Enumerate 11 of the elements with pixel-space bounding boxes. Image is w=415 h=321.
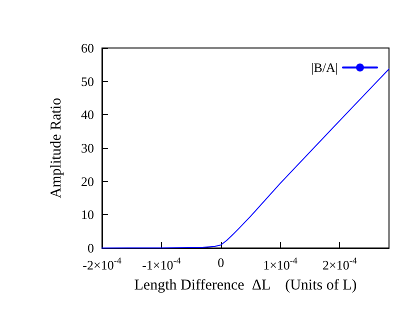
y-tick-label: 20 — [81, 174, 94, 189]
y-tick-label: 0 — [88, 240, 94, 256]
y-tick-label: 40 — [81, 107, 94, 122]
y-tick-label: 60 — [81, 40, 94, 56]
y-tick-label: 30 — [81, 140, 94, 156]
y-tick-label: 10 — [81, 207, 94, 222]
y-tick-label: 50 — [81, 74, 94, 89]
legend-label: |B/A| — [311, 60, 338, 75]
x-axis-title: Length Difference ΔL (Units of L) — [134, 278, 357, 294]
y-axis-title: Amplitude Ratio — [48, 98, 64, 198]
x-tick-label: 0 — [218, 255, 224, 270]
